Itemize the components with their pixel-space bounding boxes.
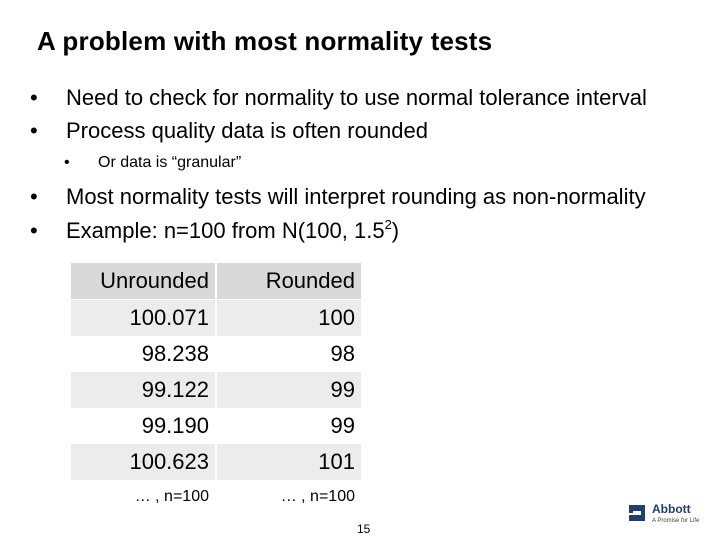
table-cell: … , n=100 [71, 480, 217, 514]
table-cell: 98.238 [71, 336, 217, 372]
table-cell: 100.623 [71, 444, 217, 480]
data-table: Unrounded Rounded 100.071 100 98.238 98 … [71, 263, 361, 514]
logo-name: Abbott [652, 502, 691, 516]
table-row: 98.238 98 [71, 336, 361, 372]
bullet-text: Process quality data is often rounded [66, 118, 429, 143]
table-row: 99.190 99 [71, 408, 361, 444]
bullet-text: Most normality tests will interpret roun… [66, 184, 646, 209]
column-header-rounded: Rounded [216, 263, 361, 300]
table-row: 100.623 101 [71, 444, 361, 480]
table-cell: 100 [216, 299, 361, 336]
bullet-text-suffix: ) [391, 218, 400, 243]
bullet-marker: • [30, 85, 38, 110]
table-cell: 101 [216, 444, 361, 480]
table-header-row: Unrounded Rounded [71, 263, 361, 300]
bullet-marker: • [30, 218, 38, 243]
superscript: 2 [384, 217, 392, 232]
table-cell: 98 [330, 341, 355, 366]
bullet-text: Need to check for normality to use norma… [66, 85, 647, 110]
table-cell: 99.122 [71, 372, 217, 408]
table-cell: 99 [216, 372, 361, 408]
page-number: 15 [357, 522, 371, 536]
bullet-marker: • [64, 154, 70, 171]
table-row: 100.071 100 [71, 299, 361, 336]
bullet-text: Or data is “granular” [98, 154, 242, 171]
bullet-text-prefix: Example: n=100 from N(100, 1.5 [66, 218, 385, 243]
logo-tagline: A Promise for Life [652, 518, 700, 524]
table-cell: 100.071 [71, 299, 217, 336]
slide-title: A problem with most normality tests [37, 26, 493, 56]
abbott-logo-icon [629, 505, 645, 521]
bullet-text: Example: n=100 from N(100, 1.52) [66, 217, 399, 245]
table-row: 99.122 99 [71, 372, 361, 408]
column-header-unrounded: Unrounded [71, 263, 217, 300]
bullet-marker: • [30, 118, 38, 143]
table-cell: … , n=100 [280, 488, 355, 505]
table-cell: 99 [330, 413, 355, 438]
bullet-marker: • [30, 184, 38, 209]
table-cell: 99.190 [71, 408, 217, 444]
table-row: … , n=100 … , n=100 [71, 480, 361, 514]
